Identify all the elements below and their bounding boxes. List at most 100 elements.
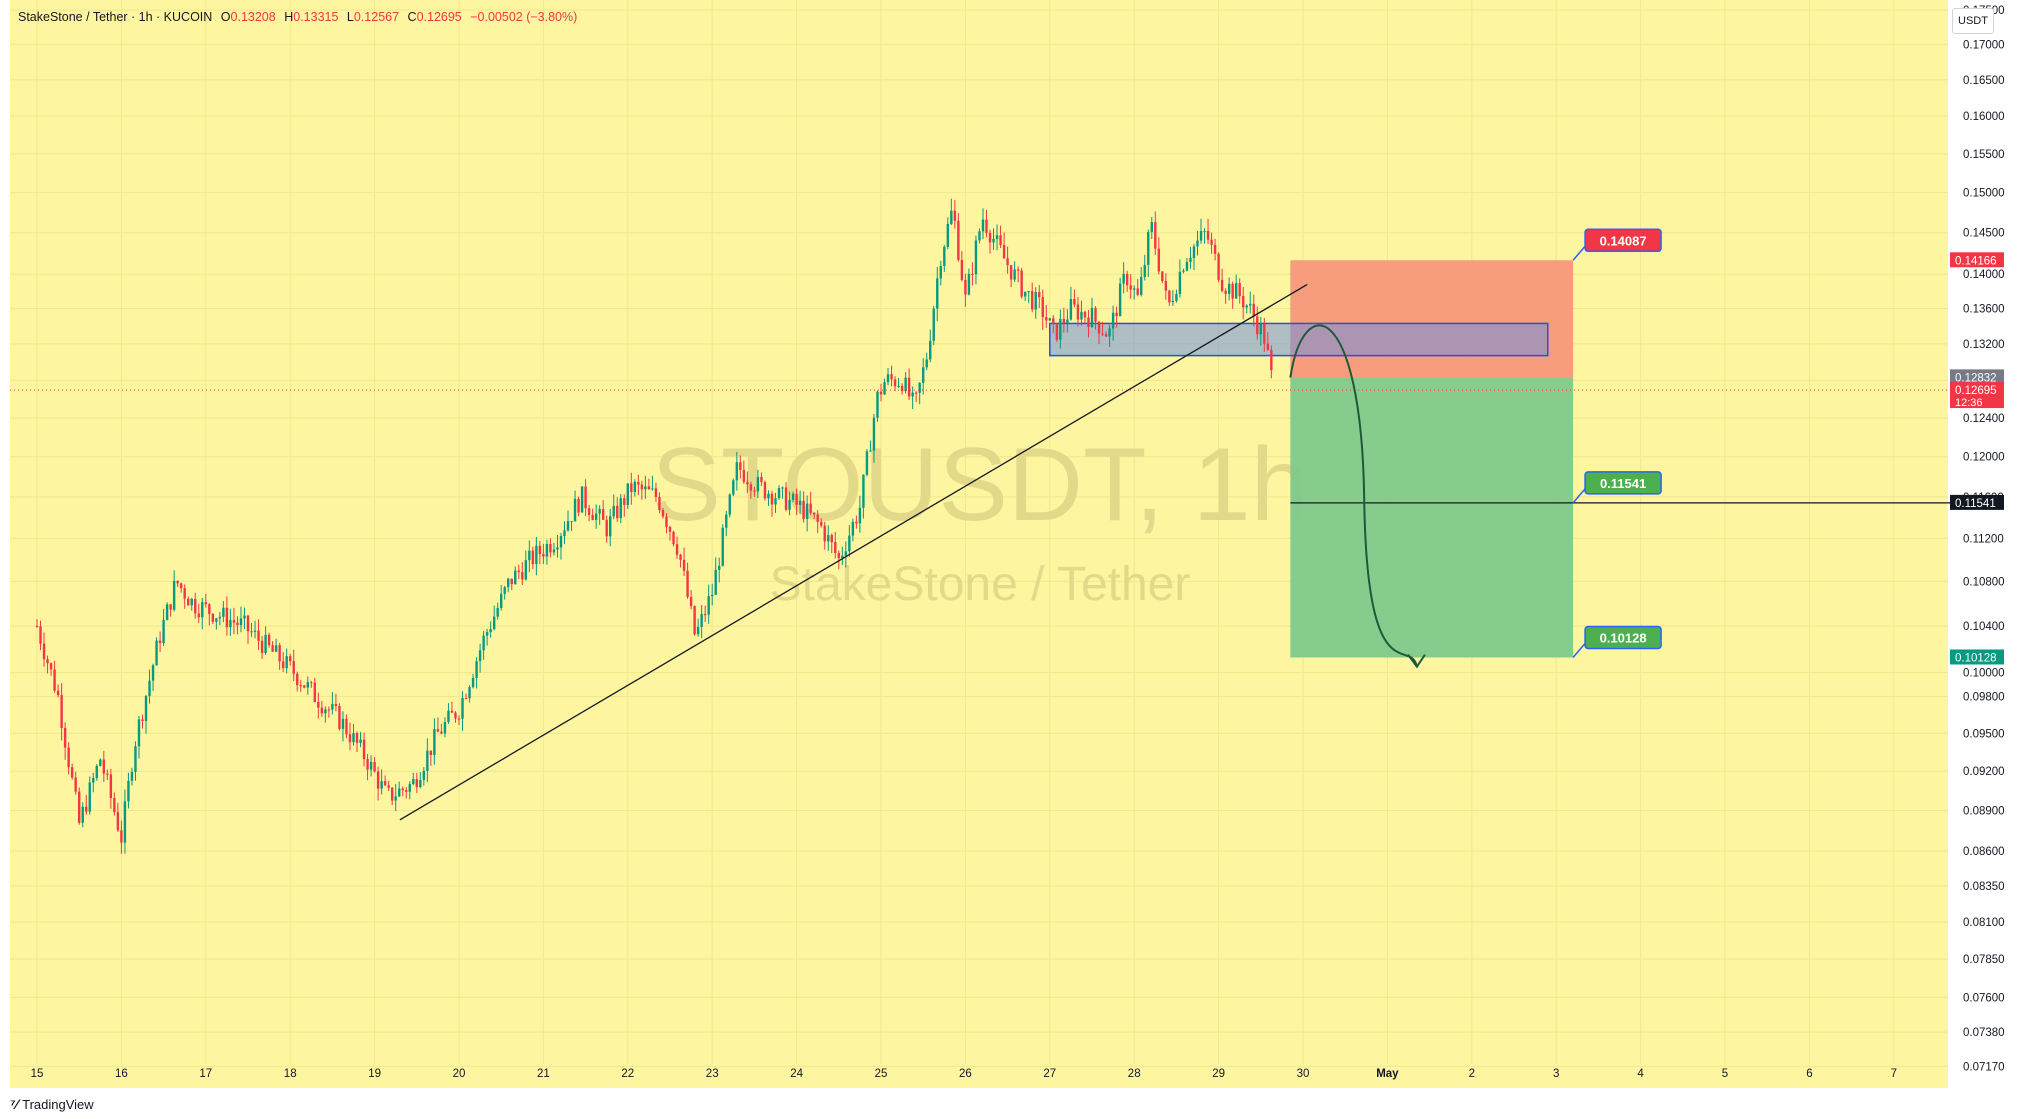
- candle-body: [232, 620, 236, 623]
- candle-body: [746, 481, 749, 485]
- stop-label-box[interactable]: [1584, 228, 1662, 253]
- time-tick-label: 7: [1891, 1068, 1897, 1080]
- candle-body: [503, 587, 506, 594]
- candle-body: [925, 359, 928, 368]
- candle-body: [816, 514, 819, 522]
- candle-body: [1263, 323, 1266, 344]
- candle-body: [1161, 271, 1164, 281]
- candle-body: [1199, 231, 1203, 241]
- candle-body: [450, 710, 454, 713]
- candle-body: [675, 544, 679, 555]
- candle-body: [1031, 291, 1034, 310]
- candle-body: [893, 379, 897, 387]
- stop-loss-zone[interactable]: [1290, 260, 1574, 378]
- candle-body: [584, 486, 587, 509]
- candle-body: [260, 640, 264, 653]
- price-tick-label: 0.07170: [1963, 1061, 2005, 1073]
- support-zone-box[interactable]: [1049, 322, 1549, 357]
- candle-body: [528, 550, 531, 561]
- candle-body: [313, 682, 317, 702]
- candle-body: [102, 759, 106, 774]
- candle-body: [267, 634, 271, 646]
- candle-body: [890, 374, 893, 380]
- price-tag-bg[interactable]: [1950, 649, 2004, 665]
- price-tag-bg[interactable]: [1950, 494, 2004, 510]
- tradingview-logo[interactable]: ⁷⁄ TradingView: [10, 1096, 94, 1112]
- candle-body: [552, 549, 556, 553]
- candle-body: [950, 210, 953, 224]
- candle-body: [324, 709, 327, 714]
- price-tag-bg[interactable]: [1950, 382, 2004, 409]
- candle-body: [633, 481, 637, 493]
- candle-body: [141, 719, 144, 721]
- candle-body: [422, 770, 426, 780]
- candle-body: [781, 487, 784, 489]
- candle-body: [250, 631, 253, 633]
- candle-body: [718, 565, 721, 570]
- candle-body: [120, 830, 123, 843]
- target-label-box[interactable]: [1584, 625, 1662, 650]
- candle-body: [872, 417, 876, 451]
- candle-body: [563, 530, 566, 537]
- candle-body: [285, 656, 288, 669]
- watermark-name: StakeStone / Tether: [770, 558, 1191, 611]
- time-tick-label: 4: [1637, 1068, 1644, 1080]
- candle-body: [1189, 257, 1192, 263]
- price-tick-label: 0.13200: [1963, 339, 2005, 351]
- candle-body: [686, 570, 689, 597]
- currency-unit-button[interactable]: USDT: [1952, 8, 1994, 34]
- price-axis-panel[interactable]: [1948, 0, 2020, 1119]
- candle-body: [770, 493, 774, 505]
- candle-body: [478, 650, 482, 662]
- candle-body: [1227, 283, 1231, 294]
- candle-body: [496, 608, 499, 617]
- mid-target-label-box[interactable]: [1584, 471, 1662, 495]
- candle-body: [429, 750, 433, 755]
- price-tick-label: 0.13600: [1963, 304, 2005, 316]
- candle-body: [1059, 318, 1062, 340]
- candle-body: [144, 696, 148, 721]
- candle-body: [1097, 321, 1101, 334]
- candle-body: [524, 560, 528, 580]
- candle-body: [735, 462, 739, 481]
- take-profit-zone[interactable]: [1290, 377, 1574, 658]
- ascending-trendline[interactable]: [399, 283, 1308, 821]
- candle-body: [900, 385, 904, 392]
- forecast-arrow[interactable]: [1289, 324, 1418, 667]
- candle-body: [788, 499, 791, 510]
- target-label-text: 0.10128: [1600, 630, 1647, 645]
- candle-body: [1178, 271, 1182, 294]
- time-tick-label: 5: [1722, 1068, 1728, 1080]
- price-tick-label: 0.15000: [1963, 188, 2005, 200]
- candle-body: [918, 382, 921, 393]
- candle-body: [1094, 308, 1097, 322]
- price-tag-countdown: 12:36: [1955, 397, 1983, 409]
- candle-body: [1090, 308, 1094, 327]
- candle-body: [1020, 270, 1023, 297]
- candle-body: [1242, 296, 1245, 308]
- candle-body: [1175, 293, 1178, 301]
- time-tick-label: 19: [368, 1068, 381, 1080]
- time-tick-label: 21: [537, 1068, 550, 1080]
- symbol-title[interactable]: StakeStone / Tether · 1h · KUCOIN: [18, 10, 213, 24]
- candle-body: [1038, 291, 1041, 298]
- candle-body: [373, 761, 376, 772]
- candle-body: [1256, 316, 1259, 335]
- candle-body: [67, 747, 70, 768]
- candle-body: [1045, 317, 1048, 321]
- plot-background[interactable]: [10, 0, 1948, 1088]
- price-tag-bg[interactable]: [1950, 369, 2004, 385]
- price-tick-label: 0.12000: [1963, 452, 2005, 464]
- candle-body: [162, 619, 165, 644]
- candle-body: [784, 487, 788, 510]
- candle-body: [42, 643, 46, 660]
- candle-body: [376, 771, 380, 789]
- time-axis-panel[interactable]: [10, 1088, 1948, 1119]
- price-tag-bg[interactable]: [1950, 252, 2004, 268]
- candle-body: [482, 635, 485, 651]
- close-value: 0.12695: [416, 10, 462, 24]
- candle-body: [190, 598, 193, 606]
- candle-body: [573, 498, 577, 522]
